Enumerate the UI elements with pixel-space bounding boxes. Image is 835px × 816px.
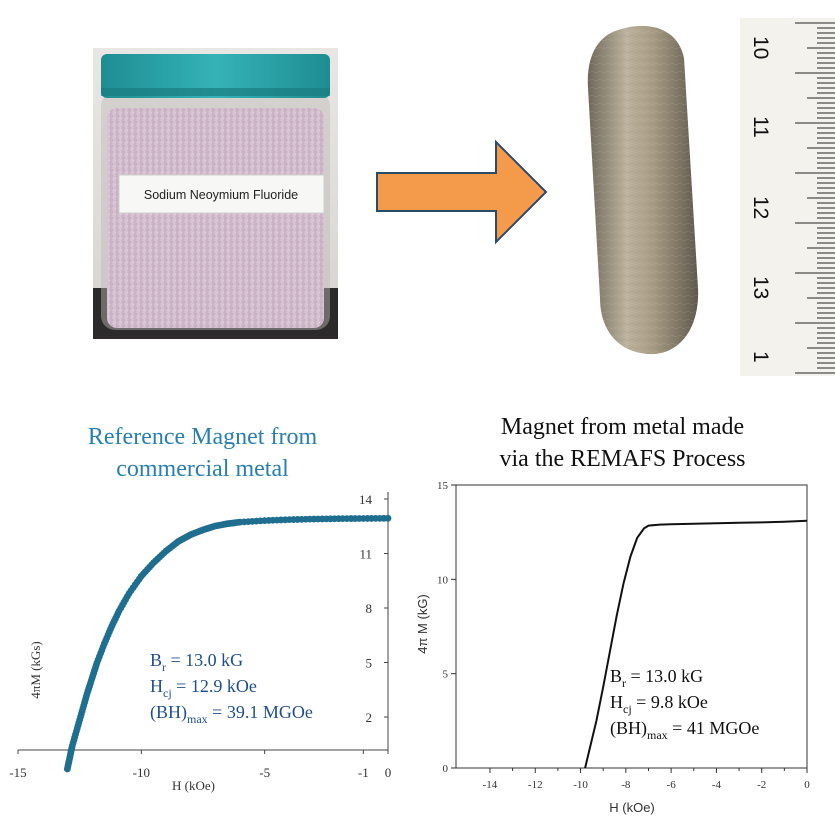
right-x-tick-label: -6 [667, 779, 677, 791]
left-x-tick-label: 0 [385, 765, 392, 780]
left-stat-br: Br = 13.0 kG [150, 650, 243, 674]
left-y-tick-label: 2 [366, 710, 373, 725]
arrow-right-icon [376, 139, 548, 245]
right-y-tick-label: 0 [443, 763, 449, 775]
right-x-tick-label: -4 [712, 779, 722, 791]
jar-illustration: Sodium Neoymium Fluoride [93, 48, 338, 339]
chart-title-right-line2: via the REMAFS Process [499, 446, 746, 472]
left-stats-annotation: Br = 13.0 kG Hcj = 12.9 kOe (BH)max = 39… [150, 650, 313, 726]
chart-title-left-line2: commercial metal [116, 456, 289, 482]
right-x-tick-label: -10 [573, 779, 588, 791]
right-x-tick-label: -12 [528, 779, 543, 791]
ruler-label-13: 13 [749, 276, 772, 299]
right-y-tick-label: 5 [443, 669, 449, 681]
ruler-label-12: 12 [749, 196, 772, 219]
left-stat-bhmax: (BH)max = 39.1 MGOe [150, 702, 313, 726]
right-plot-frame [455, 484, 808, 769]
right-x-tick-label: 0 [804, 779, 810, 791]
remafs-magnet-chart: Magnet from metal made via the REMAFS Pr… [410, 412, 835, 816]
right-y-axis-label: 4π M (kG) [415, 594, 430, 654]
right-series-line [584, 519, 808, 769]
right-stats-annotation: Br = 13.0 kG Hcj = 9.8 kOe (BH)max = 41 … [610, 666, 759, 742]
left-x-axis-label: H (kOe) [172, 778, 215, 793]
left-y-tick-label: 11 [359, 547, 372, 562]
right-stat-br: Br = 13.0 kG [610, 666, 703, 690]
ruler-label-11: 11 [749, 116, 772, 138]
ruler-label-10: 10 [749, 36, 772, 59]
chart-title-right-line1: Magnet from metal made [500, 414, 745, 440]
jar-label-text: Sodium Neoymium Fluoride [144, 188, 298, 202]
right-stat-bhmax: (BH)max = 41 MGOe [610, 718, 759, 742]
process-arrow [375, 139, 550, 245]
left-x-tick-label: -10 [133, 765, 150, 780]
right-plot-area: -14 -12 -10 -8 -6 -4 -2 0 0 5 10 15 H (kOe) 4π M (k… [415, 480, 810, 815]
left-x-tick-label: -15 [9, 765, 26, 780]
right-x-tick-label: -2 [757, 779, 766, 791]
right-x-tick-label: -14 [483, 779, 498, 791]
ingot-photo: 10 11 12 13 1 [578, 18, 835, 378]
left-data-point [384, 514, 392, 522]
left-x-tick-label: -1 [358, 765, 369, 780]
right-y-tick-label: 15 [437, 480, 449, 492]
left-y-axis-label: 4πM (kGs) [28, 641, 43, 698]
jar-photo: Sodium Neoymium Fluoride [93, 48, 338, 339]
right-stat-hcj: Hcj = 9.8 kOe [610, 692, 708, 716]
left-x-tick-label: -5 [259, 765, 270, 780]
chart-title-left-line1: Reference Magnet from [87, 424, 318, 450]
right-x-axis-label: H (kOe) [609, 800, 655, 815]
left-y-tick-label: 8 [366, 601, 373, 616]
right-x-tick-label: -8 [621, 779, 631, 791]
left-stat-hcj: Hcj = 12.9 kOe [150, 676, 257, 700]
ingot-illustration: 10 11 12 13 1 [587, 18, 835, 376]
left-y-tick-label: 14 [359, 492, 373, 507]
reference-magnet-chart: Reference Magnet from commercial metal -… [0, 420, 410, 816]
right-y-tick-label: 10 [437, 574, 449, 586]
ruler-label-14: 1 [749, 351, 772, 363]
left-y-tick-label: 5 [366, 656, 373, 671]
